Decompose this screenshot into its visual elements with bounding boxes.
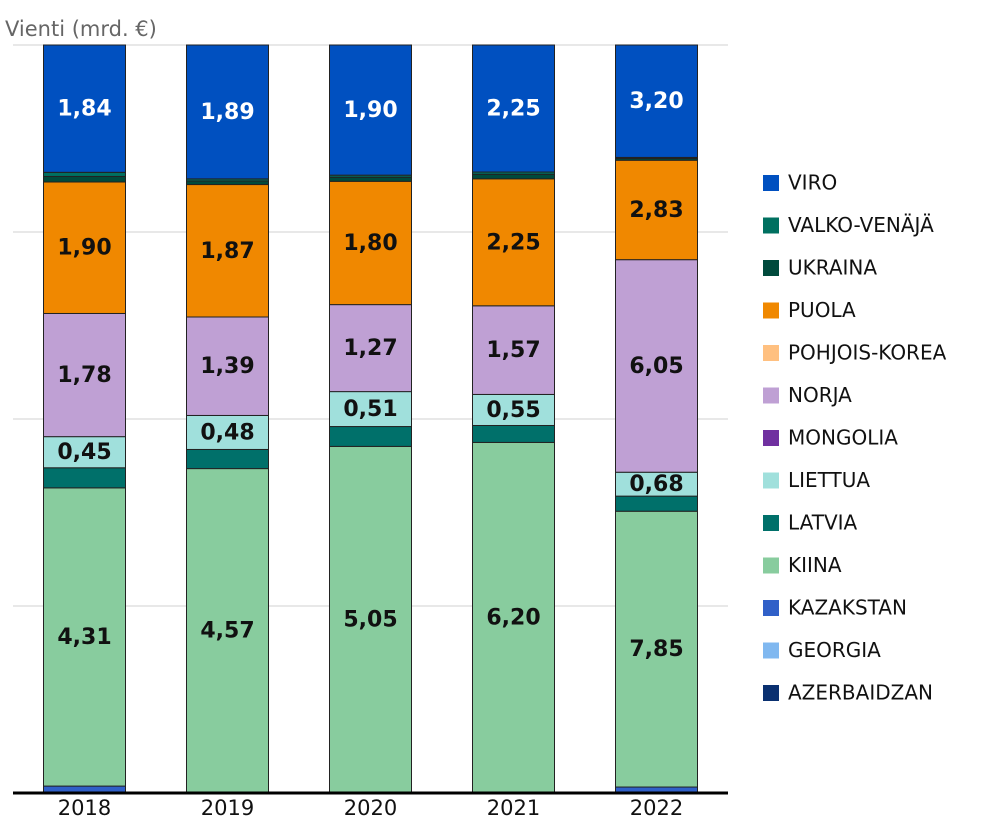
legend-label: LATVIA [788,511,858,535]
legend-label: AZERBAIDZAN [788,681,933,705]
bar-segment [472,424,555,443]
legend-label: GEORGIA [788,638,881,662]
x-tick-label: 2019 [201,796,254,820]
bar-segment [43,171,126,177]
bar-segment [329,304,412,393]
data-label: 0,51 [343,397,397,422]
legend-swatch [763,175,779,191]
legend-swatch [763,260,779,276]
legend-label: VIRO [788,171,837,195]
x-tick-label: 2020 [344,796,397,820]
bar-segment [186,316,269,416]
data-label: 1,57 [486,338,540,363]
data-label: 1,80 [343,231,397,256]
bar-segment [472,441,555,793]
bar-segment [43,181,126,314]
bar-segment [615,159,698,261]
data-label: 0,48 [200,420,254,445]
data-label: 1,90 [343,98,397,123]
bar-segment [329,426,412,447]
data-label: 1,90 [57,236,111,261]
legend-label: LIETTUA [788,468,870,492]
x-tick-label: 2018 [58,796,111,820]
data-label: 2,25 [486,230,540,255]
legend-swatch [763,387,779,404]
bar-segment [472,178,555,307]
legend-label: KIINA [788,553,842,577]
bar-segment [186,180,269,186]
data-label: 4,57 [200,618,254,643]
x-tick-label: 2022 [630,796,683,820]
data-label: 0,45 [57,440,111,465]
bar-segment [615,259,698,473]
bar-segment [615,44,698,158]
data-label: 0,55 [486,398,540,423]
bar-segment [615,495,698,512]
bar-segment [186,448,269,470]
data-label: 1,84 [57,97,111,122]
data-label: 3,20 [629,89,683,114]
bar-segment [186,468,269,793]
legend-swatch [763,515,779,531]
legend-swatch [763,472,779,489]
data-label: 5,05 [343,607,397,632]
legend-label: VALKO-VENÄJÄ [788,213,934,237]
data-label: 1,27 [343,336,397,361]
data-label: 1,87 [200,239,254,264]
legend-label: POHJOIS-KOREA [788,341,947,365]
x-tick-label: 2021 [487,796,540,820]
chart-title: Vienti (mrd. €) [5,17,157,41]
legend-swatch [763,430,779,446]
bar-segment [186,44,269,180]
bar-segment [472,44,555,173]
legend-label: MONGOLIA [788,426,898,450]
legend-label: NORJA [788,383,852,407]
data-label: 7,85 [629,637,683,662]
legend-swatch [763,557,779,574]
bar-segment [43,487,126,787]
data-label: 6,20 [486,605,540,630]
bar-segment [615,510,698,788]
legend-label: UKRAINA [788,256,877,280]
bar-segment [43,436,126,469]
data-label: 1,39 [200,354,254,379]
bar-segment [43,175,126,183]
bar-segment [329,445,412,793]
data-label: 1,89 [200,100,254,125]
data-label: 1,78 [57,363,111,388]
data-label: 6,05 [629,354,683,379]
legend-swatch [763,642,779,659]
legend-label: PUOLA [788,298,856,322]
data-label: 2,83 [629,198,683,223]
bar-segment [43,312,126,438]
data-label: 0,68 [629,472,683,497]
data-label: 2,25 [486,97,540,122]
bar-segment [472,393,555,426]
legend-swatch [763,217,779,234]
legend-swatch [763,685,779,701]
legend-label: KAZAKSTAN [788,596,907,620]
bar-segment [43,44,126,173]
legend-swatch [763,600,779,616]
data-label: 4,31 [57,625,111,650]
legend-swatch [763,345,779,361]
bar-segment [329,180,412,306]
bar-segment [472,305,555,395]
bar-segment [329,176,412,182]
bar-segment [329,44,412,176]
bar-segment [472,173,555,180]
bar-segment [186,414,269,450]
bar-segment [43,467,126,489]
legend-swatch [763,302,779,319]
